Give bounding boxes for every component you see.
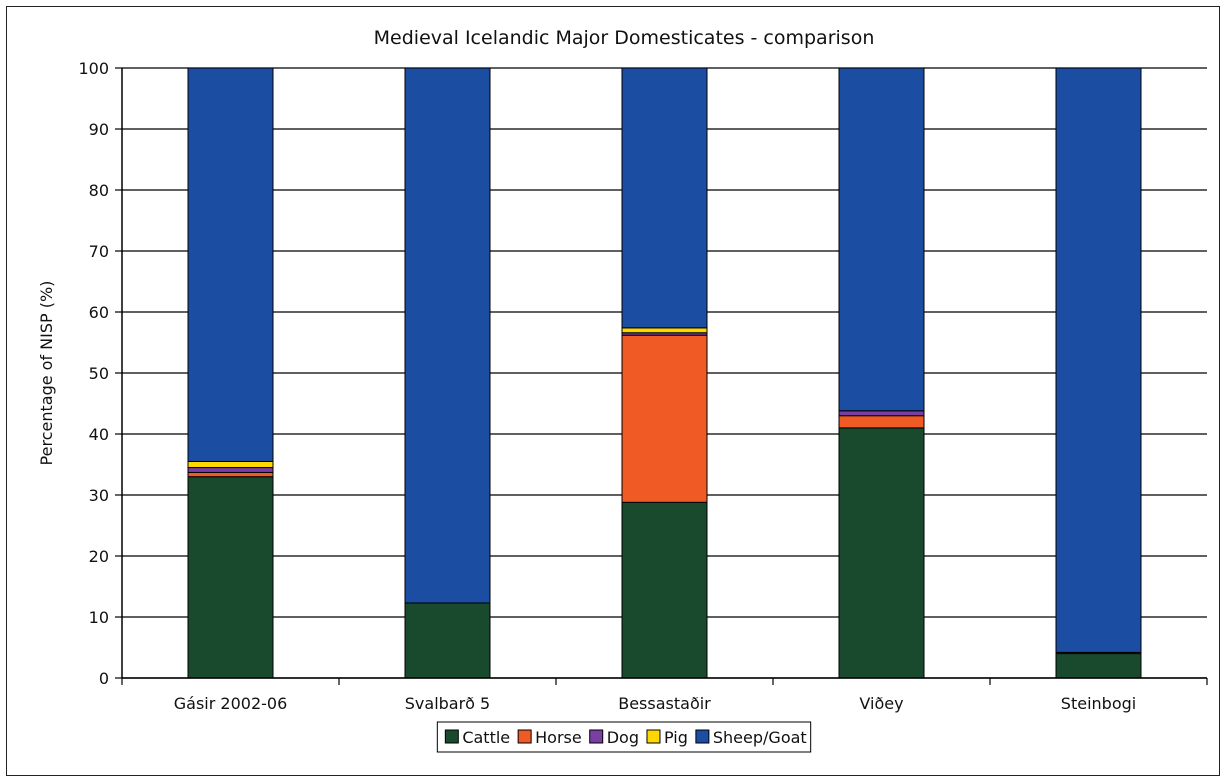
y-tick-label: 50 [89,364,109,383]
y-tick-label: 80 [89,181,109,200]
x-tick-label: Viðey [859,694,903,713]
bar-segment [187,467,274,473]
legend-swatch [695,729,710,744]
y-tick-label: 70 [89,242,109,261]
y-tick-label: 40 [89,425,109,444]
x-tick-label: Steinbogi [1061,694,1136,713]
chart-title: Medieval Icelandic Major Domesticates - … [374,27,875,49]
y-tick-label: 60 [89,303,109,322]
y-tick-label: 0 [99,669,109,688]
legend-label: Horse [535,728,582,747]
legend-label: Sheep/Goat [713,728,807,747]
bar-segment [1055,67,1142,653]
x-tick-label: Gásir 2002-06 [174,694,288,713]
bar-segment [621,67,708,329]
legend-label: Dog [607,728,639,747]
y-tick-label: 100 [78,59,109,78]
bar-segment [187,476,274,679]
legend-label: Pig [664,728,688,747]
bar-segment [621,334,708,503]
bar-segment [621,501,708,679]
legend-swatch [646,729,661,744]
legend-swatch [444,729,459,744]
y-tick-label: 30 [89,486,109,505]
bar-segment [1055,653,1142,679]
bar-segment [404,67,491,604]
bar-segment [838,427,925,679]
legend-swatch [517,729,532,744]
x-tick-label: Svalbarð 5 [405,694,490,713]
x-tick-labels: Gásir 2002-06 Svalbarð 5 Bessastaðir Viðey S… [174,694,1136,713]
y-tick-labels: 0 10 20 30 40 50 60 70 80 90 100 [78,59,109,688]
bar-segment [187,471,274,478]
legend: Cattle Horse Dog Pig Sheep/Goat [436,721,812,753]
axes [121,68,1208,685]
bars [187,67,1142,679]
y-tick-label: 10 [89,608,109,627]
legend-label: Cattle [462,728,510,747]
y-tick-label: 90 [89,120,109,139]
legend-box [436,721,812,753]
y-tick-label: 20 [89,547,109,566]
legend-swatch [589,729,604,744]
bar-segment [187,460,274,469]
bar-segment [621,327,708,334]
bar-segment [838,67,925,412]
bar-segment [838,410,925,417]
x-tick-label: Bessastaðir [618,694,711,713]
bar-segment [187,67,274,462]
bar-segment [838,415,925,429]
y-axis-label: Percentage of NISP (%) [37,281,56,466]
bar-segment [404,602,491,679]
